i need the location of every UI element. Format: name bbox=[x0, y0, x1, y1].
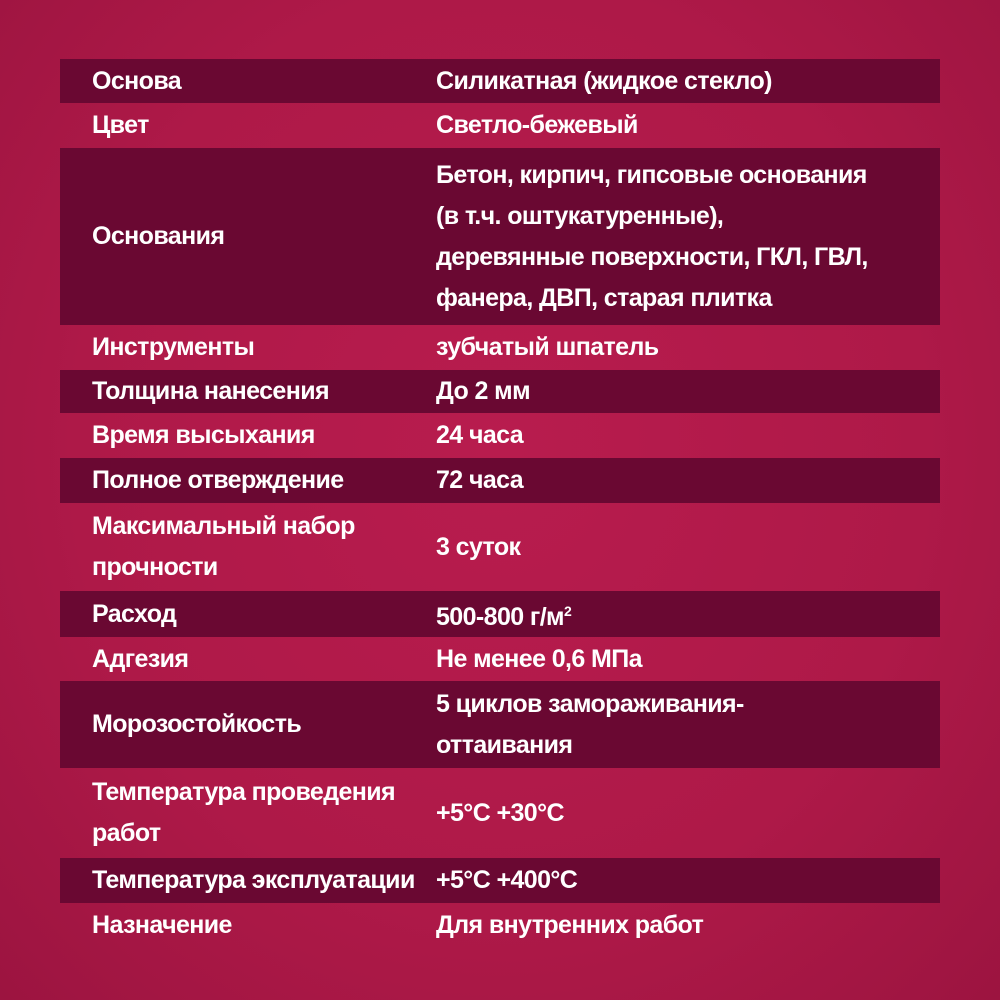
table-row: Морозостойкость 5 циклов замораживания-от… bbox=[60, 681, 940, 768]
spec-value: До 2 мм bbox=[436, 371, 940, 412]
table-row: Толщина нанесения До 2 мм bbox=[60, 370, 940, 413]
spec-value-line: 72 часа bbox=[436, 466, 524, 494]
specs-table: Основа Силикатная (жидкое стекло) Цвет Свет… bbox=[60, 59, 940, 948]
spec-label-line: Время высыхания bbox=[92, 421, 315, 449]
table-row: Адгезия Не менее 0,6 МПа bbox=[60, 637, 940, 681]
spec-label: Адгезия bbox=[60, 639, 436, 680]
spec-value-line: 24 часа bbox=[436, 421, 524, 449]
spec-label-line: Температура проведения bbox=[92, 778, 396, 806]
spec-label: Морозостойкость bbox=[60, 704, 436, 745]
spec-value-line: оттаивания bbox=[436, 730, 573, 759]
spec-value-line: 5 циклов замораживания- bbox=[436, 689, 744, 718]
table-row: Инструменты зубчатый шпатель bbox=[60, 325, 940, 370]
table-row: Основа Силикатная (жидкое стекло) bbox=[60, 59, 940, 103]
spec-value: 72 часа bbox=[436, 460, 940, 501]
spec-value-line: Не менее 0,6 МПа bbox=[436, 644, 643, 673]
spec-label-line: работ bbox=[92, 819, 161, 847]
spec-value: +5°C +400°C bbox=[436, 860, 940, 901]
spec-label-line: Основа bbox=[92, 66, 182, 95]
spec-value: Силикатная (жидкое стекло) bbox=[436, 61, 940, 102]
spec-value: 500-800 г/м2 bbox=[436, 591, 940, 638]
spec-value-line: деревянные поверхности, ГКЛ, ГВЛ, bbox=[436, 242, 868, 271]
spec-label: Цвет bbox=[60, 105, 436, 146]
spec-label-line: Толщина нанесения bbox=[92, 377, 330, 405]
spec-label: Полное отверждение bbox=[60, 460, 436, 501]
superscript: 2 bbox=[563, 602, 572, 619]
table-row: Основания Бетон, кирпич, гипсовые основан… bbox=[60, 148, 940, 325]
spec-label: Основа bbox=[60, 61, 436, 102]
spec-label-line: Основания bbox=[92, 222, 225, 250]
spec-label: Назначение bbox=[60, 905, 436, 946]
table-row: Цвет Светло-бежевый bbox=[60, 103, 940, 148]
spec-label-line: Цвет bbox=[92, 111, 149, 139]
spec-label-line: Адгезия bbox=[92, 644, 189, 673]
table-row: Температура эксплуатации +5°C +400°C bbox=[60, 858, 940, 903]
table-row: Время высыхания 24 часа bbox=[60, 413, 940, 458]
table-row: Полное отверждение 72 часа bbox=[60, 458, 940, 503]
spec-label: Расход bbox=[60, 594, 436, 635]
spec-label: Температура эксплуатации bbox=[60, 860, 436, 901]
spec-label: Время высыхания bbox=[60, 415, 436, 456]
table-row: Назначение Для внутренних работ bbox=[60, 903, 940, 948]
spec-label: Температура проведения работ bbox=[60, 772, 436, 854]
spec-value-line: Силикатная (жидкое стекло) bbox=[436, 66, 772, 95]
spec-value: 24 часа bbox=[436, 415, 940, 456]
spec-value-line: +5°C +400°C bbox=[436, 866, 578, 894]
spec-label-line: Инструменты bbox=[92, 333, 255, 361]
spec-label: Основания bbox=[60, 216, 436, 257]
spec-label-line: прочности bbox=[92, 553, 218, 581]
spec-label-line: Максимальный набор bbox=[92, 512, 355, 540]
spec-value: Бетон, кирпич, гипсовые основания (в т.ч.… bbox=[436, 155, 940, 319]
spec-value-line: фанера, ДВП, старая плитка bbox=[436, 283, 772, 312]
spec-label-line: Температура эксплуатации bbox=[92, 866, 415, 894]
spec-value: +5°C +30°C bbox=[436, 793, 940, 834]
spec-value: Не менее 0,6 МПа bbox=[436, 639, 940, 680]
spec-value-line: Для внутренних работ bbox=[436, 911, 704, 939]
spec-value-line: (в т.ч. оштукатуренные), bbox=[436, 201, 724, 230]
spec-label: Толщина нанесения bbox=[60, 371, 436, 412]
spec-value: 5 циклов замораживания-оттаивания bbox=[436, 684, 940, 766]
spec-label-line: Расход bbox=[92, 599, 177, 628]
table-row: Максимальный набор прочности 3 суток bbox=[60, 503, 940, 591]
spec-value-line: Светло-бежевый bbox=[436, 111, 638, 139]
spec-label-line: Назначение bbox=[92, 911, 232, 939]
spec-label-line: Полное отверждение bbox=[92, 466, 344, 494]
table-row: Температура проведения работ +5°C +30°C bbox=[60, 768, 940, 858]
spec-value-line: 3 суток bbox=[436, 532, 521, 561]
spec-value: зубчатый шпатель bbox=[436, 327, 940, 368]
spec-label: Инструменты bbox=[60, 327, 436, 368]
spec-label-line: Морозостойкость bbox=[92, 710, 302, 738]
spec-value: 3 суток bbox=[436, 527, 940, 568]
spec-value: Для внутренних работ bbox=[436, 905, 940, 946]
spec-value-line: Бетон, кирпич, гипсовые основания bbox=[436, 160, 867, 189]
table-row: Расход 500-800 г/м2 bbox=[60, 591, 940, 637]
spec-value: Светло-бежевый bbox=[436, 105, 940, 146]
spec-label: Максимальный набор прочности bbox=[60, 506, 436, 588]
spec-value-line: зубчатый шпатель bbox=[436, 333, 659, 361]
spec-value-line: До 2 мм bbox=[436, 377, 531, 405]
spec-value-line: 500-800 г/м bbox=[436, 602, 565, 631]
spec-value-line: +5°C +30°C bbox=[436, 798, 565, 827]
